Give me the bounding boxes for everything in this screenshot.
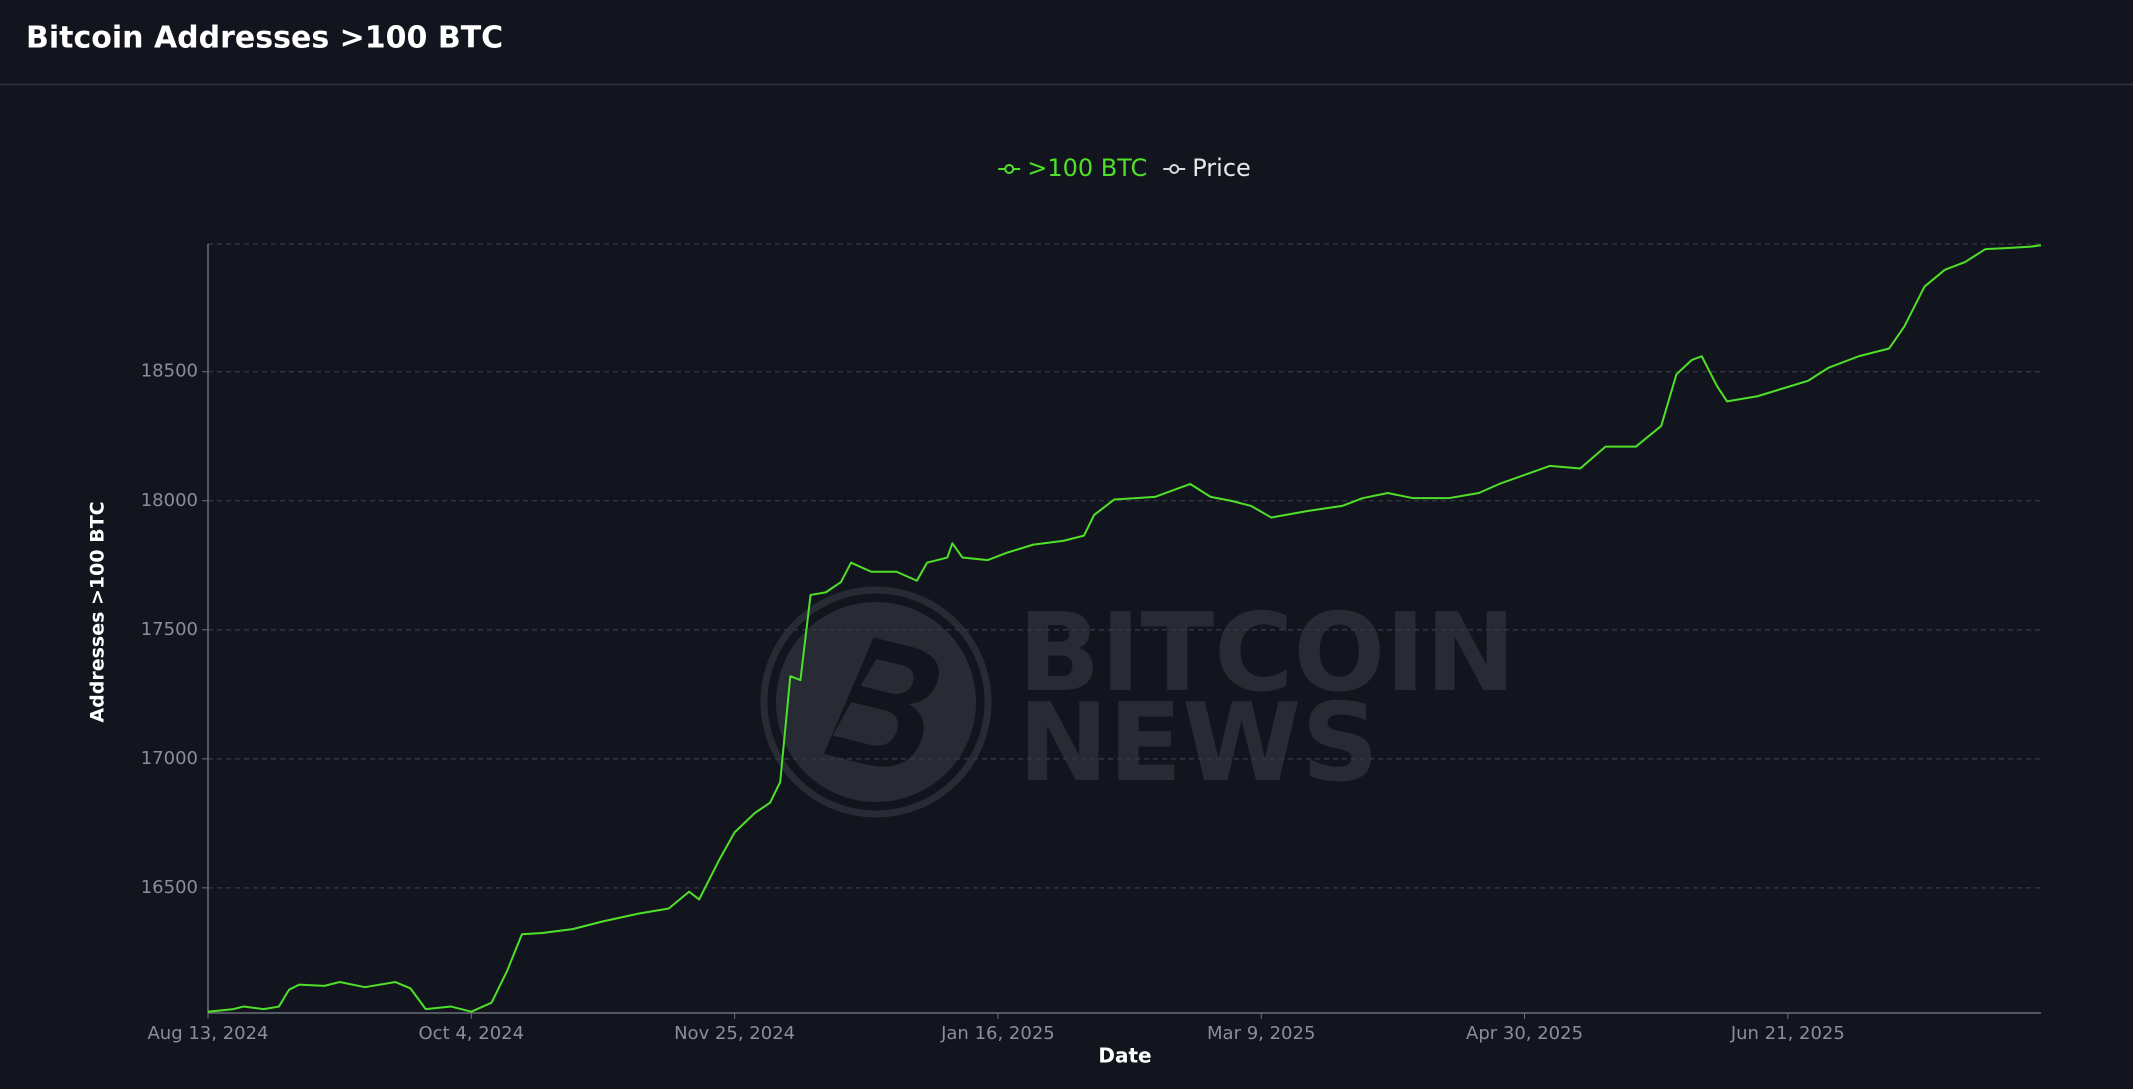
legend-item[interactable]: Price (1163, 154, 1251, 182)
x-tick-label: Jan 16, 2025 (940, 1023, 1055, 1044)
x-tick-label: Nov 25, 2024 (674, 1023, 795, 1044)
watermark-text: BITCOIN (1018, 591, 1516, 716)
legend-item[interactable]: >100 BTC (998, 154, 1147, 182)
y-axis-title: Addresses >100 BTC (87, 501, 109, 722)
y-tick-label: 17500 (141, 619, 198, 640)
y-tick-label: 18000 (141, 490, 198, 511)
y-tick-label: 18500 (141, 361, 198, 382)
x-tick-label: Apr 30, 2025 (1466, 1023, 1583, 1044)
legend-label: Price (1192, 154, 1251, 182)
watermark-symbol (823, 637, 939, 767)
legend-marker (1004, 164, 1015, 174)
watermark: BITCOIN NEWS (760, 586, 1516, 818)
watermark-text: NEWS (1018, 681, 1379, 806)
x-tick-label: Oct 4, 2024 (419, 1023, 525, 1044)
x-tick-label: Mar 9, 2025 (1207, 1023, 1315, 1044)
legend-label: >100 BTC (1027, 154, 1147, 182)
chart-title: Bitcoin Addresses >100 BTC (26, 21, 503, 56)
x-tick-label: Aug 13, 2024 (147, 1023, 268, 1044)
legend: >100 BTC Price (998, 154, 1251, 182)
x-axis-title: Date (1098, 1044, 1151, 1068)
watermark-ring (760, 586, 992, 818)
legend-marker (1169, 164, 1180, 174)
y-tick-label: 17000 (141, 748, 198, 769)
data-line (207, 244, 2042, 1013)
y-tick-label: 16500 (141, 877, 198, 898)
x-tick-label: Jun 21, 2025 (1730, 1023, 1845, 1044)
